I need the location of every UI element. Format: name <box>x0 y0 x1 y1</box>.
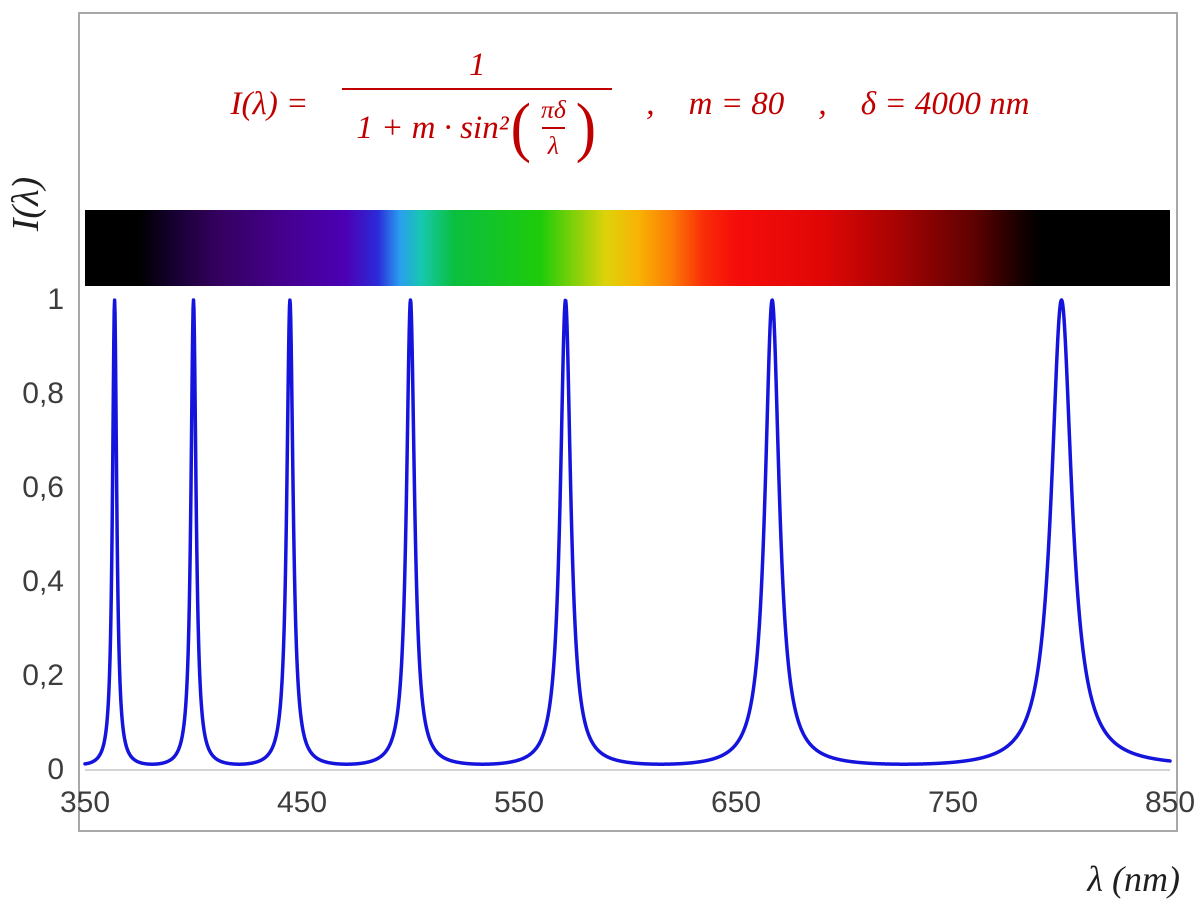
airy-transmission-curve <box>83 298 1172 766</box>
param-m: m = 80 <box>688 85 785 122</box>
inner-fraction: πδ λ <box>535 95 572 161</box>
formula-lhs: I(λ) = <box>230 85 309 122</box>
x-tick: 350 <box>59 786 111 819</box>
spectrum-bar <box>85 210 1170 286</box>
denominator-prefix: 1 + m · sin² <box>356 109 509 146</box>
formula-fraction: 1 1 + m · sin² ( πδ λ ) <box>342 47 613 164</box>
fraction-denominator: 1 + m · sin² ( πδ λ ) <box>342 88 613 164</box>
x-axis-title: λ (nm) <box>1087 859 1180 899</box>
inner-denominator: λ <box>541 127 565 161</box>
y-tick: 0,8 <box>22 377 64 410</box>
inner-numerator: πδ <box>540 95 566 124</box>
open-paren: ( <box>510 90 531 164</box>
y-tick: 0,6 <box>22 471 64 504</box>
fraction-numerator: 1 <box>468 47 486 83</box>
y-axis-title: I(λ) <box>5 176 47 232</box>
x-tick: 650 <box>710 786 762 819</box>
param-delta: δ = 4000 nm <box>860 85 1030 122</box>
comma-2: , <box>818 85 827 122</box>
x-tick: 450 <box>276 786 328 819</box>
x-tick: 550 <box>493 786 545 819</box>
y-tick: 0 <box>47 753 64 786</box>
plot-frame <box>78 12 1178 832</box>
close-paren: ) <box>575 90 597 164</box>
x-tick: 850 <box>1144 786 1196 819</box>
intensity-plot <box>83 298 1172 771</box>
y-tick: 0,4 <box>22 565 64 598</box>
comma-1: , <box>646 85 655 122</box>
y-tick: 0,2 <box>22 659 64 692</box>
x-tick: 750 <box>927 786 979 819</box>
formula: I(λ) = 1 1 + m · sin² ( πδ λ ) , m = 80 … <box>90 24 1170 184</box>
y-tick: 1 <box>47 283 64 316</box>
